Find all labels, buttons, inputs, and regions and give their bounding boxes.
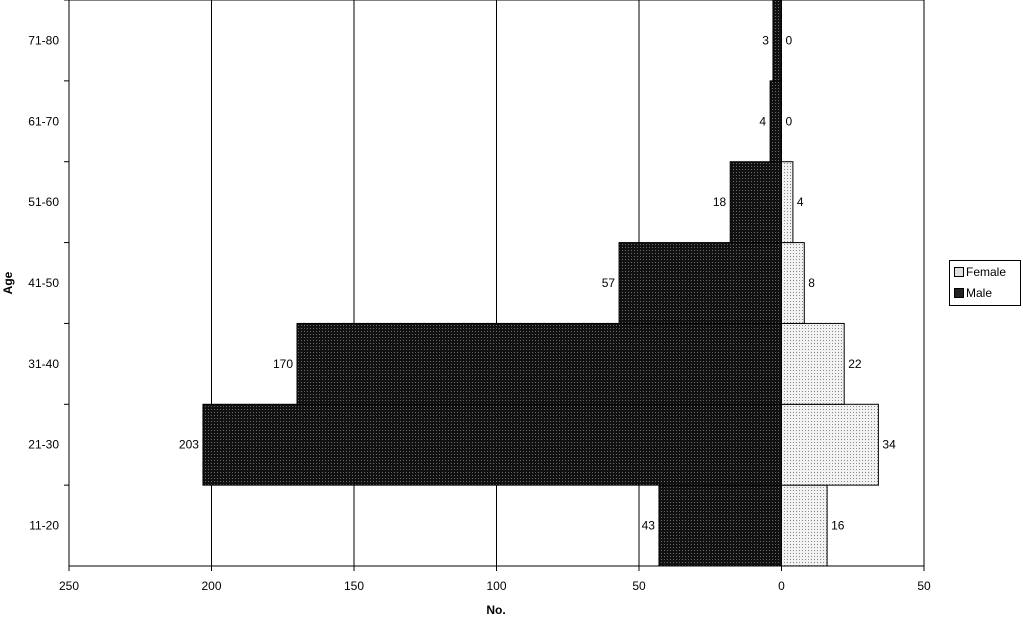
data-label-female: 16 — [831, 519, 845, 533]
legend-item-male: Male — [954, 285, 992, 301]
bar-male — [296, 322, 782, 405]
y-tick-label: 51-60 — [28, 195, 59, 209]
y-tick-label: 71-80 — [28, 33, 59, 47]
legend-item-female: Female — [954, 264, 1006, 280]
bar-male — [772, 0, 783, 82]
bar-female — [781, 484, 828, 567]
data-label-male: 4 — [759, 114, 766, 128]
legend-swatch-male — [954, 288, 964, 298]
bar-male — [202, 403, 782, 486]
legend-label-male: Male — [966, 286, 993, 300]
y-ticks: 11-20 21-30 31-40 41-50 51-60 61-70 71-80 — [28, 0, 69, 533]
x-tick-label: 150 — [344, 579, 364, 593]
y-tick-label: 61-70 — [28, 114, 59, 128]
bar-female — [781, 161, 794, 244]
data-label-male: 43 — [642, 519, 656, 533]
x-tick-label: 50 — [632, 579, 646, 593]
x-tick-label: 250 — [59, 579, 79, 593]
bar-male — [658, 484, 783, 567]
x-ticks: 250 200 150 100 50 0 50 — [59, 566, 931, 593]
data-label-female: 34 — [882, 438, 896, 452]
bar-female — [781, 242, 805, 324]
bar-female — [781, 403, 879, 486]
data-label-male: 57 — [602, 276, 616, 290]
bar-female — [781, 322, 845, 405]
data-label-female: 8 — [808, 276, 815, 290]
bar-male — [618, 242, 782, 324]
y-axis-title: Age — [1, 271, 15, 294]
x-tick-label: 100 — [486, 579, 506, 593]
y-tick-label: 21-30 — [28, 438, 59, 452]
x-tick-label: 50 — [917, 579, 931, 593]
legend-swatch-female — [954, 267, 964, 277]
data-label-male: 18 — [713, 195, 727, 209]
data-label-female: 0 — [786, 114, 793, 128]
y-tick-label: 31-40 — [28, 357, 59, 371]
data-label-male: 3 — [762, 33, 769, 47]
bars — [202, 0, 879, 567]
bar-male — [769, 80, 782, 163]
legend: Female Male — [949, 260, 1021, 306]
data-label-female: 22 — [848, 357, 862, 371]
bar-male — [729, 161, 783, 244]
x-tick-label: 200 — [201, 579, 221, 593]
x-axis-title: No. — [486, 603, 505, 617]
data-labels: 43 16 203 34 170 22 57 8 18 4 4 0 3 0 — [179, 33, 896, 532]
data-label-female: 0 — [786, 33, 793, 47]
data-label-female: 4 — [797, 195, 804, 209]
legend-label-female: Female — [966, 265, 1007, 279]
data-label-male: 170 — [273, 357, 293, 371]
y-tick-label: 11-20 — [29, 519, 59, 533]
y-tick-label: 41-50 — [28, 276, 59, 290]
data-label-male: 203 — [179, 438, 199, 452]
x-tick-label: 0 — [778, 579, 785, 593]
